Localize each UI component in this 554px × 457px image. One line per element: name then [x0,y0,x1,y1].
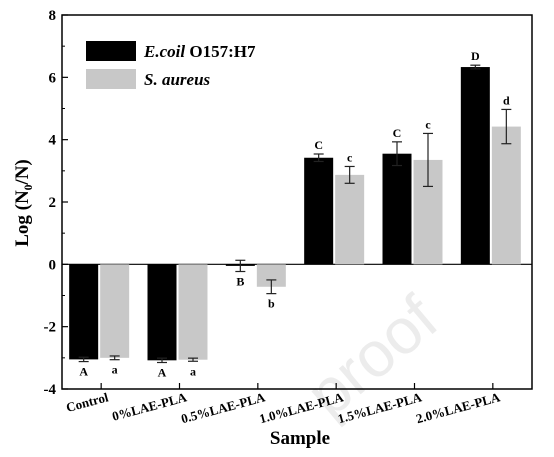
significance-letter: A [79,365,88,379]
y-tick-label: -4 [44,382,57,398]
y-tick-label: -2 [44,320,57,336]
bar-1-0-lae-pla-s2 [335,174,365,265]
significance-letter: a [190,364,196,378]
bar-1-0-lae-pla-s1 [304,157,334,265]
significance-letter: A [158,366,167,380]
bar-0-lae-pla-s2 [178,264,208,360]
x-tick-label-0-5-lae-pla: 0.5%LAE-PLA [179,389,267,426]
y-tick-label: 8 [49,8,57,24]
y-tick-label: 4 [49,133,57,149]
bar-0-lae-pla-s1 [147,264,177,361]
x-axis-title: Sample [270,428,330,449]
legend-label-2: S. aureus [144,70,211,89]
x-tick-label-2-0-lae-pla: 2.0%LAE-PLA [414,389,502,426]
y-tick-label: 6 [49,70,57,86]
significance-letter: B [236,275,244,289]
x-tick-label-control: Control [64,389,110,415]
legend-swatch-2 [86,69,136,89]
bar-1-5-lae-pla-s1 [382,153,412,265]
y-tick-label: 2 [49,195,57,211]
significance-letter: C [314,138,323,152]
x-tick-label-0-lae-pla: 0%LAE-PLA [110,389,188,423]
significance-letter: c [425,117,431,131]
significance-letter: C [393,126,402,140]
legend-label-1: E.coil O157:H7 [143,42,256,61]
bar-2-0-lae-pla-s1 [460,67,490,265]
bar-control-s1 [69,264,99,360]
significance-letter: b [268,297,275,311]
y-axis-title: Log (N₀/N) [12,159,33,247]
significance-letter: a [112,363,118,377]
significance-letter: d [503,93,510,107]
bar-0-5-lae-pla-s2 [256,264,286,287]
significance-letter: D [471,49,480,63]
legend-swatch-1 [86,41,136,61]
significance-letter: c [347,150,353,164]
bar-control-s2 [100,264,130,358]
y-tick-label: 0 [49,257,57,273]
bar-2-0-lae-pla-s2 [491,126,521,265]
